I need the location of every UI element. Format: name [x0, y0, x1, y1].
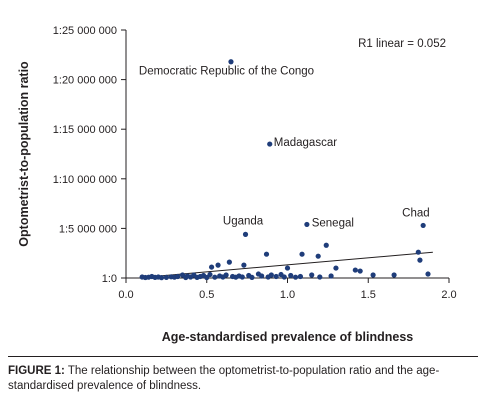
data-point	[267, 141, 273, 147]
country-label: Uganda	[223, 215, 264, 227]
data-point	[228, 59, 234, 65]
data-point	[259, 273, 265, 279]
x-tick-label: 1.0	[280, 289, 295, 301]
country-label: Democratic Republic of the Congo	[139, 66, 314, 78]
data-point	[223, 272, 229, 278]
figure-caption: FIGURE 1: The relationship between the o…	[8, 364, 476, 394]
data-point	[352, 267, 358, 273]
data-point	[215, 262, 221, 268]
data-point	[370, 272, 376, 278]
data-point	[249, 274, 255, 281]
data-point	[357, 268, 363, 274]
data-point	[288, 272, 294, 279]
y-tick-label: 1:20 000 000	[53, 75, 117, 87]
x-axis-title: Age-standardised prevalence of blindness	[162, 330, 414, 344]
data-point	[241, 262, 247, 268]
fit-line	[142, 251, 433, 279]
country-label: Chad	[402, 207, 430, 219]
data-point	[239, 274, 245, 280]
caption-divider	[8, 356, 478, 357]
data-point	[309, 272, 315, 278]
y-tick-label: 1:0	[102, 273, 117, 285]
data-point	[207, 271, 213, 278]
data-point	[242, 231, 249, 237]
y-tick-label: 1:5 000 000	[59, 223, 117, 235]
data-point	[323, 242, 329, 248]
data-point	[297, 273, 304, 280]
data-point	[420, 222, 426, 229]
data-point	[273, 273, 279, 280]
data-point	[163, 274, 169, 281]
r-squared-label: R1 linear = 0.052	[358, 38, 446, 50]
x-tick-label: 1.5	[361, 289, 376, 301]
data-point	[333, 265, 339, 271]
data-point	[158, 275, 165, 281]
chart-canvas: 1:0 1:5 000 000 1:10 000 000 1:15 000 000 1:…	[17, 25, 457, 344]
data-point	[304, 221, 310, 228]
data-point	[317, 274, 323, 280]
data-point	[299, 251, 305, 257]
scatter-chart: 1:0 1:5 000 000 1:10 000 000 1:15 000 000 1:…	[17, 25, 457, 344]
country-label: Senegal	[312, 217, 354, 229]
caption-label: FIGURE 1:	[8, 365, 65, 377]
data-point	[391, 272, 397, 278]
x-tick-label: 2.0	[441, 289, 456, 301]
data-point	[268, 272, 274, 278]
y-axis-title: Optometrist-to-population ratio	[17, 61, 31, 247]
data-point	[208, 264, 215, 270]
data-point	[175, 273, 181, 280]
data-point	[284, 265, 291, 271]
data-point	[425, 271, 431, 277]
y-tick-label: 1:25 000 000	[53, 25, 117, 37]
data-point	[226, 259, 232, 265]
data-point	[417, 257, 423, 263]
data-point	[212, 274, 218, 280]
data-point	[328, 273, 334, 279]
country-label: Madagascar	[274, 137, 337, 149]
caption-text: The relationship between the optometrist…	[8, 365, 440, 392]
data-point	[281, 274, 287, 280]
data-point	[263, 251, 270, 257]
x-tick-label: 0.5	[199, 289, 214, 301]
y-tick-label: 1:10 000 000	[53, 174, 117, 186]
x-tick-label: 0.0	[118, 289, 133, 301]
data-point	[315, 253, 321, 259]
data-point	[292, 274, 299, 280]
y-tick-label: 1:15 000 000	[53, 124, 117, 136]
data-point	[415, 249, 421, 255]
